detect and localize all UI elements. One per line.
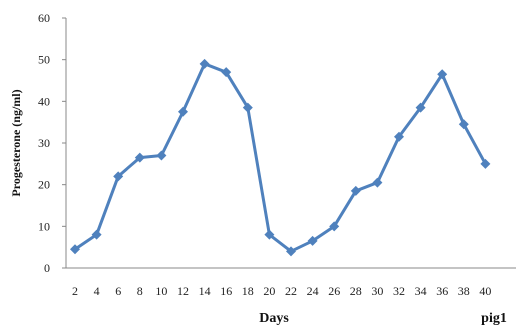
x-tick-label: 22 (285, 284, 297, 298)
x-tick-label: 4 (94, 284, 100, 298)
data-point-marker (199, 58, 210, 69)
y-tick-label: 50 (38, 53, 50, 67)
data-point-marker (350, 185, 361, 196)
data-point-marker (242, 102, 253, 113)
y-tick-label: 40 (38, 94, 50, 108)
data-point-marker (286, 246, 296, 257)
data-point-marker (70, 244, 80, 255)
data-point-marker (91, 229, 102, 240)
data-point-marker (221, 67, 232, 78)
x-tick-label: 36 (436, 284, 448, 298)
x-axis-ticks: 2 4 6 8 10 12 14 16 18 20 22 24 26 28 30 32 34 36 38 40 (72, 284, 491, 298)
x-tick-label: 34 (415, 284, 427, 298)
data-point-marker (264, 229, 275, 240)
data-point-marker (372, 177, 383, 188)
y-tick-label: 10 (38, 219, 50, 233)
pig-label: pig1 (481, 311, 507, 326)
x-tick-label: 10 (155, 284, 167, 298)
x-tick-label: 38 (458, 284, 470, 298)
data-point-marker (134, 152, 145, 163)
x-tick-label: 12 (177, 284, 189, 298)
data-point-marker (156, 150, 167, 161)
data-point-marker (394, 131, 404, 142)
x-tick-label: 28 (350, 284, 362, 298)
data-point-marker (480, 158, 491, 169)
y-axis-ticks: 0 10 20 30 40 50 60 (38, 11, 66, 275)
x-tick-label: 32 (393, 284, 405, 298)
data-point-marker (437, 69, 448, 80)
data-point-marker (329, 221, 340, 232)
data-point-marker (307, 235, 318, 246)
data-point-marker (178, 106, 188, 117)
data-point-marker (113, 171, 124, 182)
x-tick-label: 24 (307, 284, 319, 298)
y-tick-label: 0 (44, 261, 50, 275)
data-point-marker (458, 119, 469, 130)
y-tick-label: 30 (38, 136, 50, 150)
x-tick-label: 8 (137, 284, 143, 298)
x-tick-label: 20 (263, 284, 275, 298)
x-tick-label: 30 (371, 284, 383, 298)
y-tick-label: 20 (38, 178, 50, 192)
x-tick-label: 2 (72, 284, 78, 298)
x-tick-label: 14 (199, 284, 211, 298)
y-tick-label: 60 (38, 11, 50, 25)
data-point-marker (415, 102, 426, 113)
y-axis-title: Progesterone (ng/ml) (9, 89, 23, 196)
x-tick-label: 16 (220, 284, 232, 298)
x-axis-title: Days (259, 311, 289, 326)
x-tick-label: 6 (115, 284, 121, 298)
series-layer (70, 58, 491, 257)
x-tick-label: 40 (479, 284, 491, 298)
x-tick-label: 26 (328, 284, 340, 298)
x-tick-label: 18 (242, 284, 254, 298)
